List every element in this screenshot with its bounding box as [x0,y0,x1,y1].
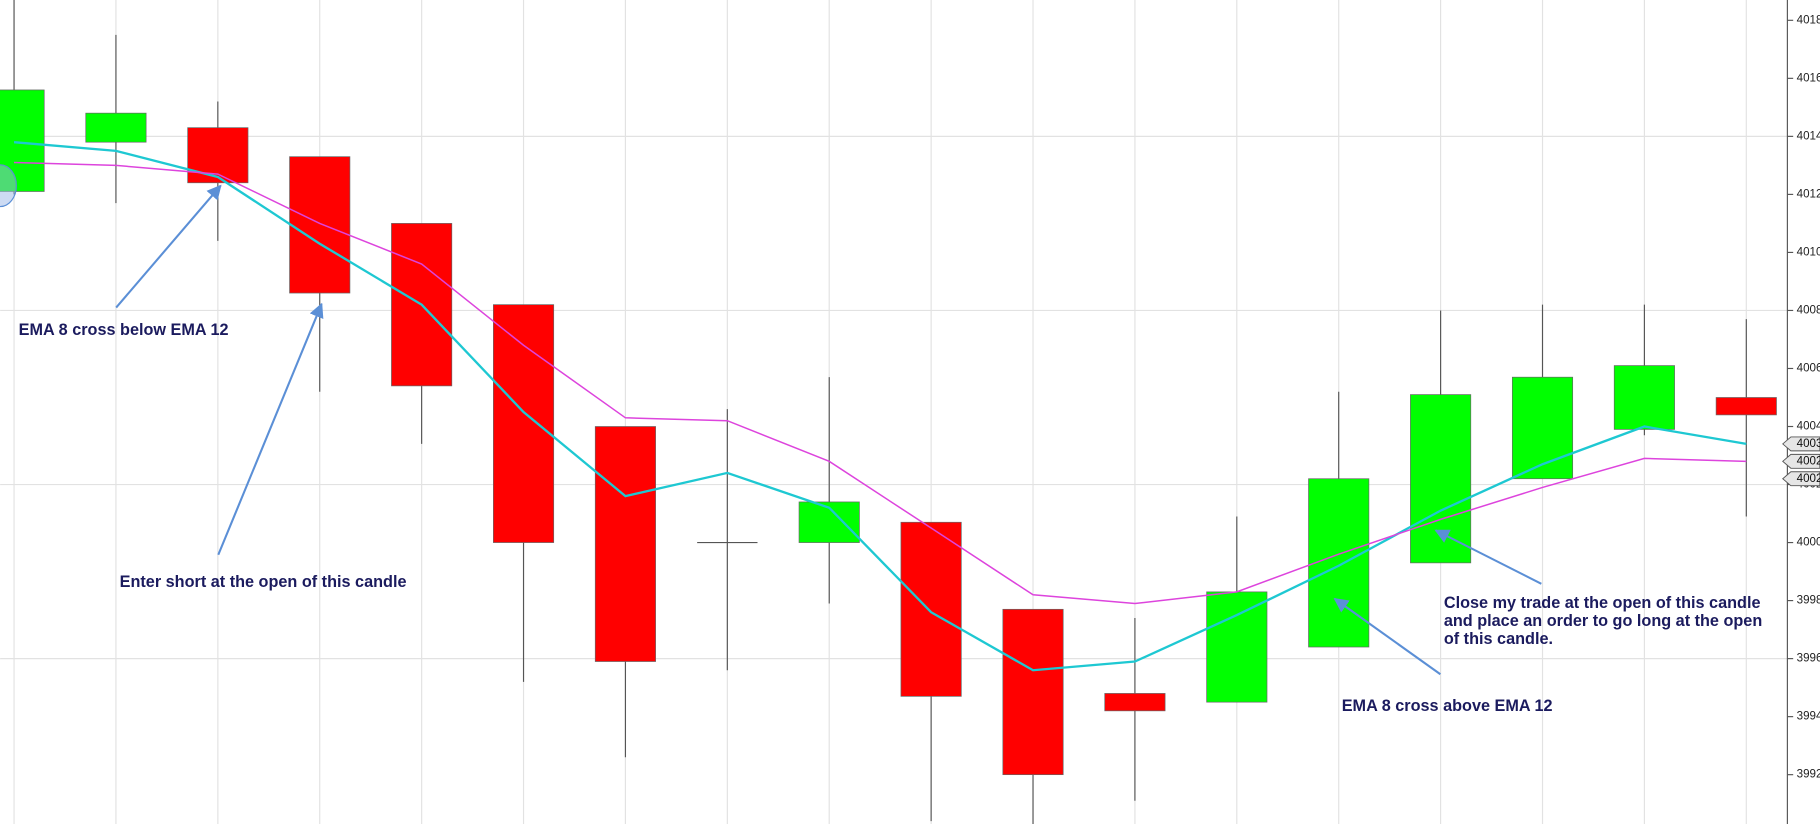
body [1511,376,1574,480]
arrow [1434,529,1542,585]
plot [0,0,1777,824]
body [1308,478,1370,648]
body [1613,365,1675,430]
y-tick-label: 4006 [1797,362,1820,375]
y-tick-label: 3996 [1797,652,1820,665]
body [289,156,351,294]
arrow [217,302,324,556]
y-tick-label: 3992 [1797,768,1820,781]
annotation: EMA 8 cross below EMA 12 [19,321,229,339]
y-tick-label: 3994 [1797,710,1820,723]
annotation: Enter short at the open of this candle [120,573,407,591]
y-tick-label: 4008 [1797,304,1820,317]
price-tag-label: 4002 [1797,472,1820,485]
price-tag-label: 4002 [1797,454,1820,467]
y-tick-label: 4014 [1797,129,1820,142]
body [1206,591,1268,703]
y-tick-label: 4012 [1797,187,1820,200]
price-tag-label: 4003 [1797,437,1820,450]
y-tick-label: 4010 [1797,245,1820,258]
y-tick-label: 4000 [1797,536,1820,549]
annotation: and place an order to go long at the ope… [1444,612,1762,630]
annotation: Close my trade at the open of this candl… [1444,594,1761,612]
body [85,112,147,143]
body [900,521,962,697]
ema-line [13,141,1747,672]
annotation: EMA 8 cross above EMA 12 [1342,697,1553,715]
highlight [0,164,17,208]
annotations: EMA 8 cross below EMA 12 Enter short at t… [19,321,1763,715]
body [1410,394,1472,564]
body [1715,397,1777,416]
arrow [1333,598,1441,676]
arrow [115,184,222,309]
y-tick-label: 4016 [1797,71,1820,84]
y-tick-label: 3998 [1797,594,1820,607]
annotation: of this candle. [1444,630,1553,648]
body [493,304,555,543]
y-tick-label: 4018 [1797,13,1820,26]
y-tick-label: 4004 [1797,420,1820,433]
body [1104,693,1166,712]
body [594,426,656,662]
arrows [115,184,1542,676]
ema-line [14,161,1747,605]
body [1002,608,1064,776]
y-axis: 3992 3994 3996 3998 4000 4002 4004 4006 4008 4010… [1782,0,1820,824]
